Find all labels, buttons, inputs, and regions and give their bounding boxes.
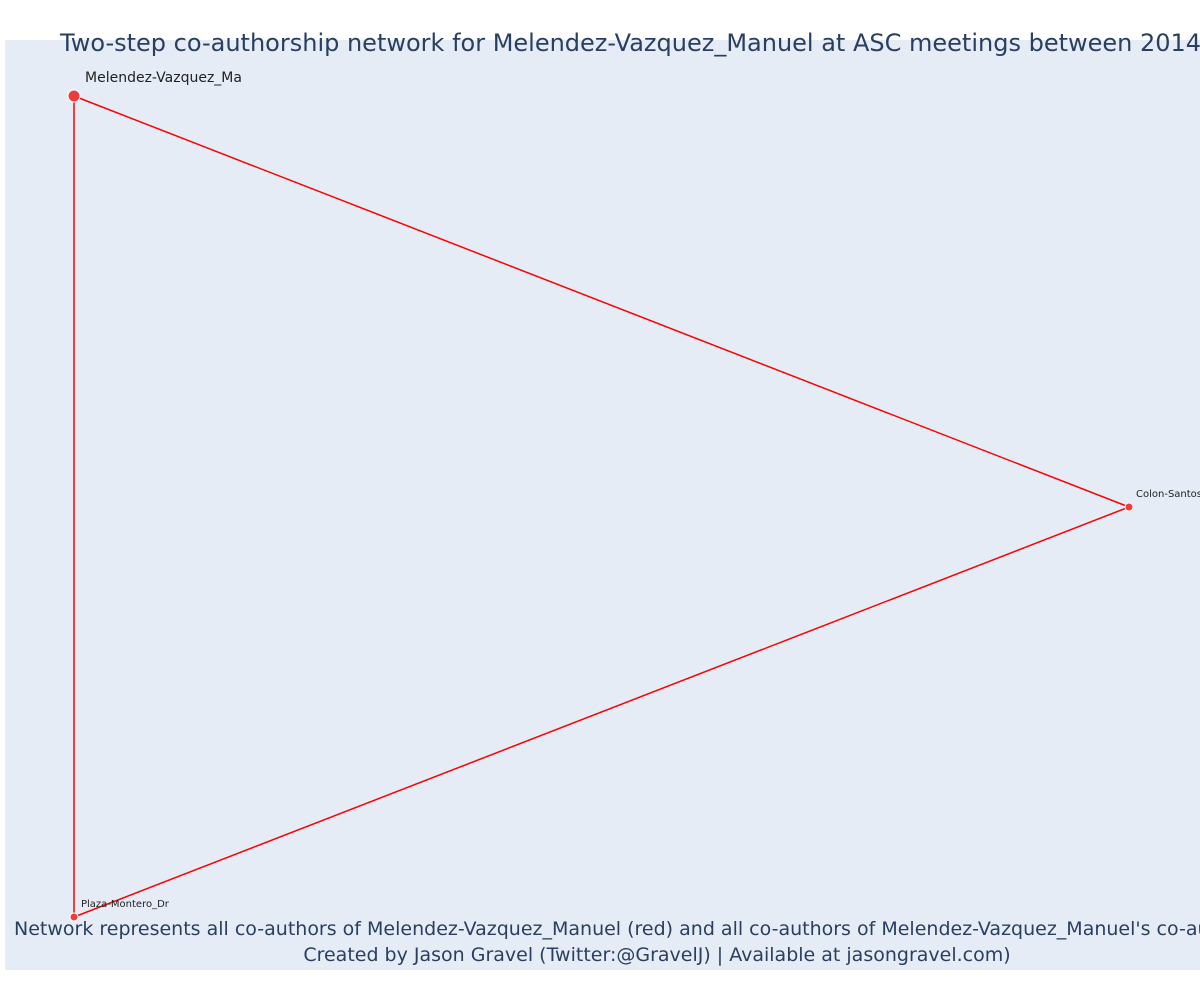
- node-label-melendez: Melendez-Vazquez_Ma: [85, 70, 242, 86]
- chart-title: Two-step co-authorship network for Melen…: [60, 29, 1200, 57]
- caption-description: Network represents all co-authors of Mel…: [14, 918, 1200, 940]
- caption-credit: Created by Jason Gravel (Twitter:@Gravel…: [303, 944, 1011, 966]
- labels-layer: Melendez-Vazquez_Ma Colon-Santos Plaza-Mon…: [81, 70, 1200, 910]
- plot-area: [5, 40, 1200, 970]
- node-plaza[interactable]: [69, 912, 79, 922]
- node-melendez[interactable]: [67, 89, 81, 103]
- edge-melendez-colon: [73, 95, 1130, 508]
- edge-colon-plaza: [73, 506, 1130, 918]
- edges-layer: [73, 95, 1130, 918]
- node-colon[interactable]: [1124, 502, 1134, 512]
- node-label-colon: Colon-Santos: [1136, 489, 1200, 500]
- nodes-layer: [67, 89, 1134, 922]
- node-label-plaza: Plaza-Montero_Dr: [81, 899, 170, 910]
